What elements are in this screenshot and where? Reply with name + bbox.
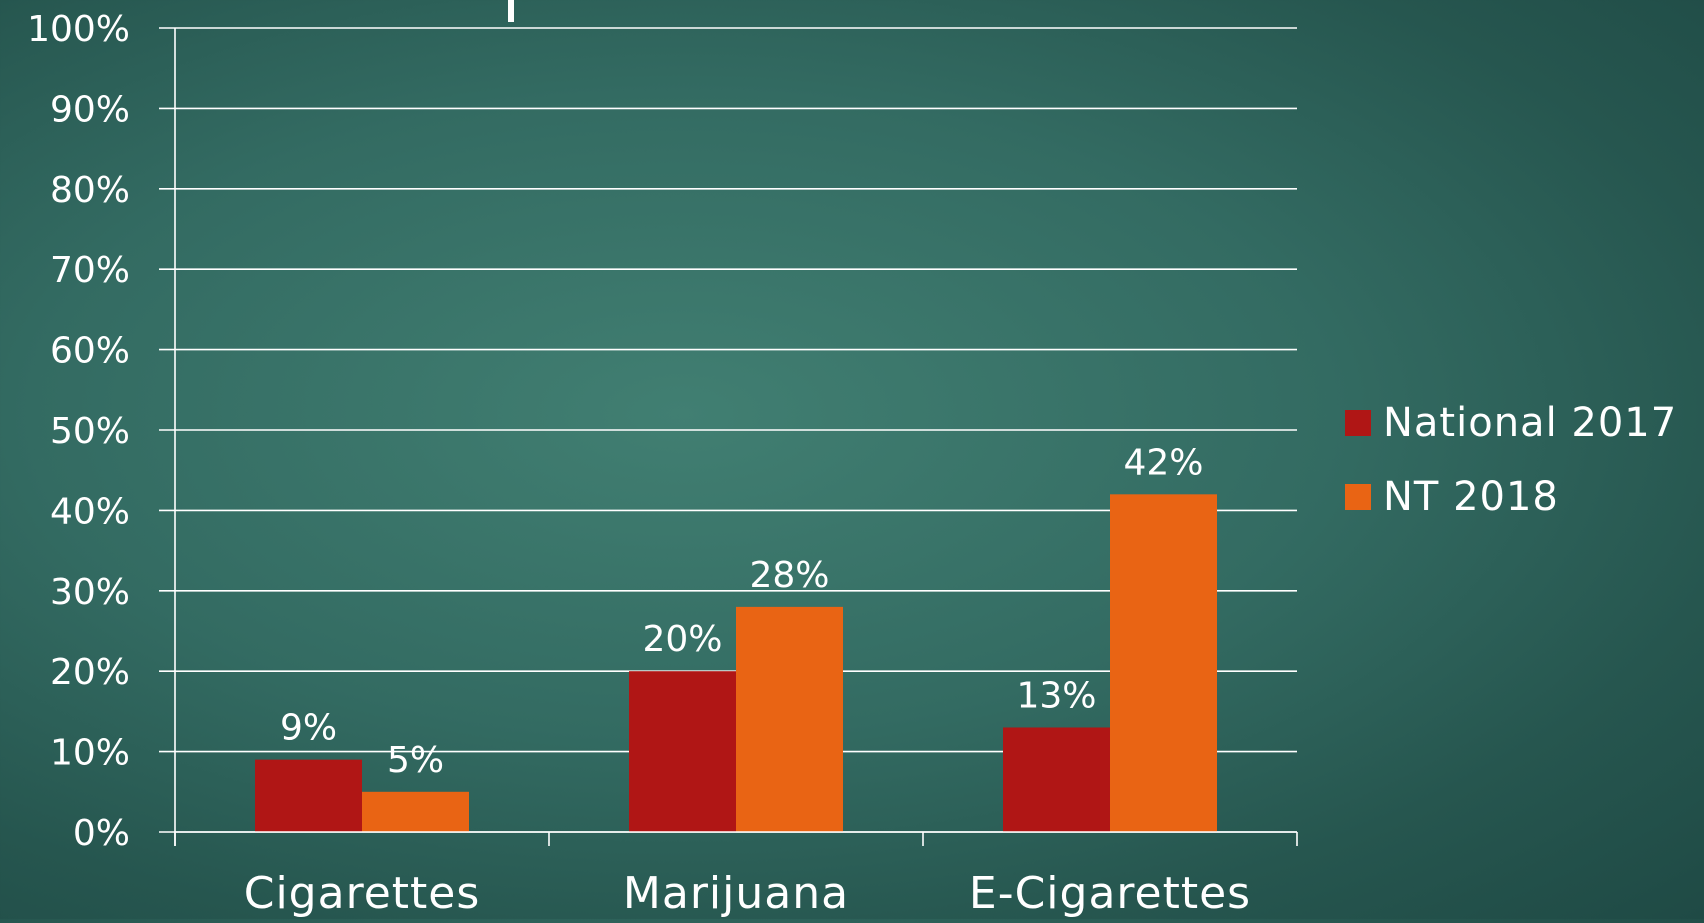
bar: [1110, 494, 1217, 832]
gridlines: [159, 27, 1297, 833]
bar: [736, 606, 843, 832]
data-label: 20%: [642, 619, 722, 660]
data-labels: 9% 5% 20% 28% 13% 42%: [280, 442, 1204, 780]
data-label: 28%: [749, 555, 829, 596]
legend-label: NT 2018: [1383, 474, 1559, 520]
data-label: 13%: [1016, 675, 1096, 716]
y-tick-label: 70%: [50, 250, 130, 291]
x-category-label: Cigarettes: [244, 868, 481, 919]
bar: [255, 759, 362, 832]
y-tick-label: 20%: [50, 652, 130, 693]
data-label: 42%: [1123, 442, 1203, 483]
y-tick-label: 30%: [50, 572, 130, 613]
data-label: 9%: [280, 708, 337, 749]
legend-swatch: [1345, 484, 1371, 510]
y-axis-ticks: 0% 10% 20% 30% 40% 50% 60% 70% 80% 90% 100%: [27, 9, 130, 854]
y-tick-label: 60%: [50, 331, 130, 372]
legend: National 2017 NT 2018: [1345, 400, 1677, 520]
y-tick-label: 100%: [27, 9, 130, 50]
x-axis: Cigarettes Marijuana E-Cigarettes: [174, 28, 1298, 919]
legend-label: National 2017: [1383, 400, 1677, 446]
y-tick-label: 50%: [50, 411, 130, 452]
bar: [362, 791, 469, 832]
y-tick-label: 10%: [50, 733, 130, 774]
y-tick-label: 0%: [73, 813, 130, 854]
legend-swatch: [1345, 410, 1371, 436]
x-category-label: Marijuana: [623, 868, 849, 919]
y-tick-label: 40%: [50, 491, 130, 532]
data-label: 5%: [387, 740, 444, 781]
x-category-label: E-Cigarettes: [969, 868, 1251, 919]
y-tick-label: 90%: [50, 89, 130, 130]
y-tick-label: 80%: [50, 170, 130, 211]
bar: [1003, 727, 1110, 832]
bar: [629, 671, 736, 832]
title-fragment-mark: [508, 0, 514, 22]
bars: [255, 494, 1217, 832]
